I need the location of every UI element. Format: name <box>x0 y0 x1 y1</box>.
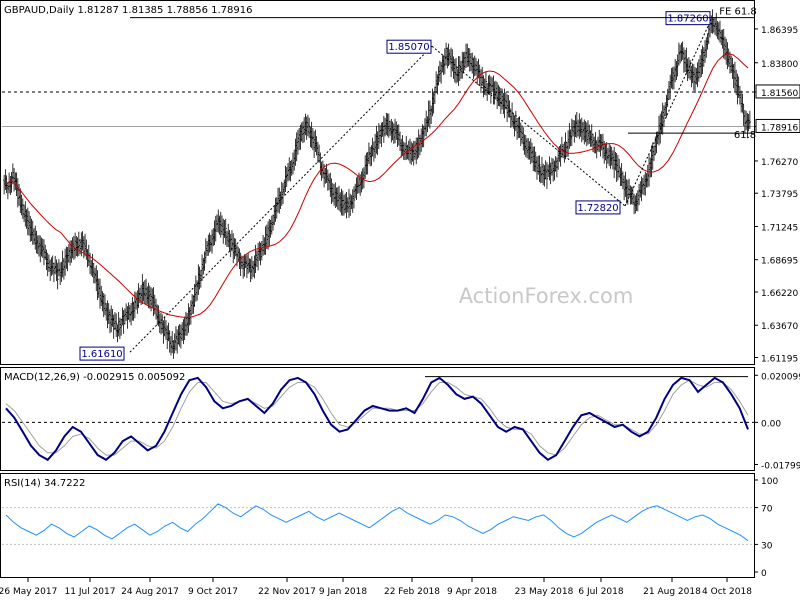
time-tick-label: 9 Jan 2018 <box>319 587 367 597</box>
price-annotations: 1.61610 1.85070 1.72820 1.87260 FE 61.8 61.8 <box>79 7 757 361</box>
trendline-up-2 <box>624 17 713 207</box>
moving-average-line <box>5 53 749 319</box>
annotation-label: 1.72820 <box>577 203 618 214</box>
price-tick-label: 1.81560 <box>761 89 798 99</box>
time-tick-label: 4 Oct 2018 <box>702 587 752 597</box>
watermark: ActionForex.com <box>459 284 634 308</box>
price-tick-label: 1.66220 <box>761 289 798 299</box>
time-tick-label: 11 Jul 2017 <box>65 587 116 597</box>
price-tick-label: 1.73795 <box>761 190 798 200</box>
price-axis: 1.86395 1.83800 1.81560 1.78916 1.76270 1.737… <box>754 26 800 365</box>
annotation-box <box>386 39 432 54</box>
rsi-tick-label: 100 <box>761 477 778 487</box>
macd-header: MACD(12,26,9) -0.002915 0.005092 <box>4 372 185 383</box>
time-tick-label: 23 May 2018 <box>515 587 574 597</box>
price-tick-box <box>755 84 800 99</box>
time-tick-label: 24 Aug 2017 <box>121 587 179 597</box>
rsi-panel-frame <box>0 473 755 578</box>
rsi-header: RSI(14) 34.7222 <box>4 478 85 489</box>
symbol-header: GBPAUD,Daily 1.81287 1.81385 1.78856 1.7… <box>4 5 252 16</box>
annotation-box <box>79 346 125 361</box>
price-tick-label: 1.83800 <box>761 60 798 70</box>
macd-tick-label: -0.017992 <box>761 461 800 471</box>
price-tick-label: 1.86395 <box>761 26 798 36</box>
fibonacci-trendlines <box>129 17 713 353</box>
time-tick-label: 22 Nov 2017 <box>258 587 316 597</box>
macd-panel: 0.020099 0.00 -0.017992 <box>2 372 800 471</box>
macd-main-line <box>5 376 749 462</box>
time-tick-label: 22 Feb 2018 <box>384 587 440 597</box>
time-tick-label: 26 May 2017 <box>0 587 57 597</box>
moving-average <box>5 53 749 319</box>
rsi-panel: 100 70 30 0 <box>2 477 778 579</box>
price-tick-label: 1.68695 <box>761 257 798 267</box>
time-tick-label: 6 Jul 2018 <box>578 587 623 597</box>
price-tick-box <box>755 118 800 133</box>
rsi-tick-label: 0 <box>761 569 767 579</box>
time-tick-label: 9 Oct 2017 <box>188 587 238 597</box>
time-tick-label: 9 Apr 2018 <box>447 587 497 597</box>
trendline-down <box>431 45 626 207</box>
price-tick-label: 1.63670 <box>761 322 798 332</box>
annotation-label: 61.8 <box>734 130 756 141</box>
time-tick-label: 21 Aug 2018 <box>643 587 701 597</box>
macd-tick-label: 0.00 <box>761 419 781 429</box>
price-tick-label: 1.61195 <box>761 355 798 365</box>
rsi-tick-label: 30 <box>761 541 773 551</box>
macd-tick-label: 0.020099 <box>761 372 800 382</box>
rsi-tick-label: 70 <box>761 505 773 515</box>
price-tick-label: 1.78916 <box>761 123 798 133</box>
price-tick-label: 1.76270 <box>761 158 798 168</box>
macd-panel-frame <box>0 367 755 471</box>
annotation-label: 1.61610 <box>81 349 122 360</box>
annotation-label: 1.87260 <box>667 14 708 25</box>
annotation-box <box>575 200 621 215</box>
rsi-line <box>5 503 749 542</box>
time-axis: 26 May 2017 11 Jul 2017 24 Aug 2017 9 Oct 2… <box>0 578 752 597</box>
price-tick-label: 1.71245 <box>761 223 798 233</box>
price-reference-lines <box>2 91 754 127</box>
annotation-label: 1.85070 <box>388 42 429 53</box>
annotation-label: FE 61.8 <box>719 7 757 18</box>
